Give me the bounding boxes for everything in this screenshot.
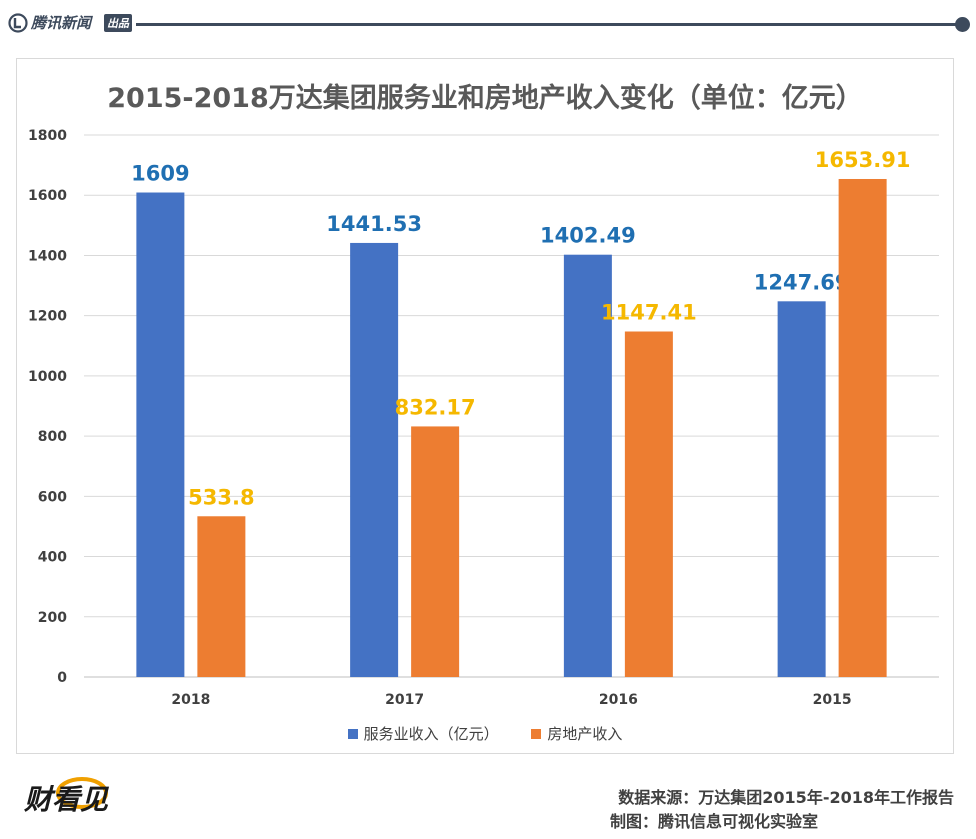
y-tick-label: 1800 (28, 128, 67, 144)
chart-frame: 2015-2018万达集团服务业和房地产收入变化（单位：亿元） 0 200 400 6… (16, 58, 954, 754)
y-tick-label: 800 (38, 429, 67, 445)
chart-title: 2015-2018万达集团服务业和房地产收入变化（单位：亿元） (107, 83, 863, 114)
bar-realestate (197, 516, 246, 677)
data-source: 数据来源：万达集团2015年-2018年工作报告 (618, 788, 954, 807)
y-tick-label: 600 (38, 489, 67, 505)
data-label: 533.8 (188, 485, 254, 509)
x-tick-label: 2017 (385, 692, 424, 708)
data-label: 1247.69 (754, 270, 850, 294)
brand-tag: 出品 (104, 14, 132, 32)
bar-service (563, 254, 612, 677)
brand-name: 腾讯新闻 (31, 14, 92, 32)
header-bar: 腾讯新闻 出品 (0, 0, 976, 46)
data-label: 1402.49 (540, 224, 636, 248)
header-divider (136, 23, 962, 26)
legend-swatch-service (347, 729, 358, 739)
y-tick-label: 1400 (28, 248, 67, 264)
chart-legend: 服务业收入（亿元） 房地产收入 (17, 723, 953, 744)
tencent-news-logo-icon (8, 13, 28, 33)
caikanjian-logo: 财看见 (23, 777, 110, 815)
bar-service (777, 301, 826, 677)
data-label: 1609 (131, 162, 189, 186)
y-tick-label: 1600 (28, 188, 67, 204)
y-tick-label: 1000 (28, 369, 67, 385)
bar-service (350, 242, 399, 677)
legend-label-realestate: 房地产收入 (547, 725, 623, 743)
y-tick-label: 1200 (28, 309, 67, 325)
bar-realestate (838, 178, 887, 677)
data-label: 832.17 (395, 395, 476, 419)
header-dot (955, 17, 970, 32)
data-label: 1441.53 (326, 212, 422, 236)
legend-item-service: 服务业收入（亿元） (347, 723, 499, 744)
legend-label-service: 服务业收入（亿元） (363, 725, 499, 743)
x-tick-label: 2018 (171, 692, 210, 708)
x-tick-label: 2016 (599, 692, 638, 708)
x-tick-label: 2015 (813, 692, 852, 708)
data-label: 1653.91 (815, 148, 911, 172)
y-tick-label: 0 (57, 670, 67, 686)
legend-item-realestate: 房地产收入 (531, 723, 622, 744)
y-tick-label: 200 (38, 610, 67, 626)
bar-realestate (411, 426, 460, 677)
y-tick-label: 400 (38, 550, 67, 566)
bar-service (136, 192, 185, 678)
chart-credit: 制图：腾讯信息可视化实验室 (610, 812, 819, 831)
legend-swatch-realestate (531, 729, 542, 739)
bar-realestate (624, 331, 673, 677)
footer-logo-text: 财看见 (23, 784, 110, 815)
bar-chart: 0 200 400 600 800 1000 1200 1400 1600 1800 1609 533… (28, 128, 939, 708)
data-label: 1147.41 (601, 301, 697, 325)
